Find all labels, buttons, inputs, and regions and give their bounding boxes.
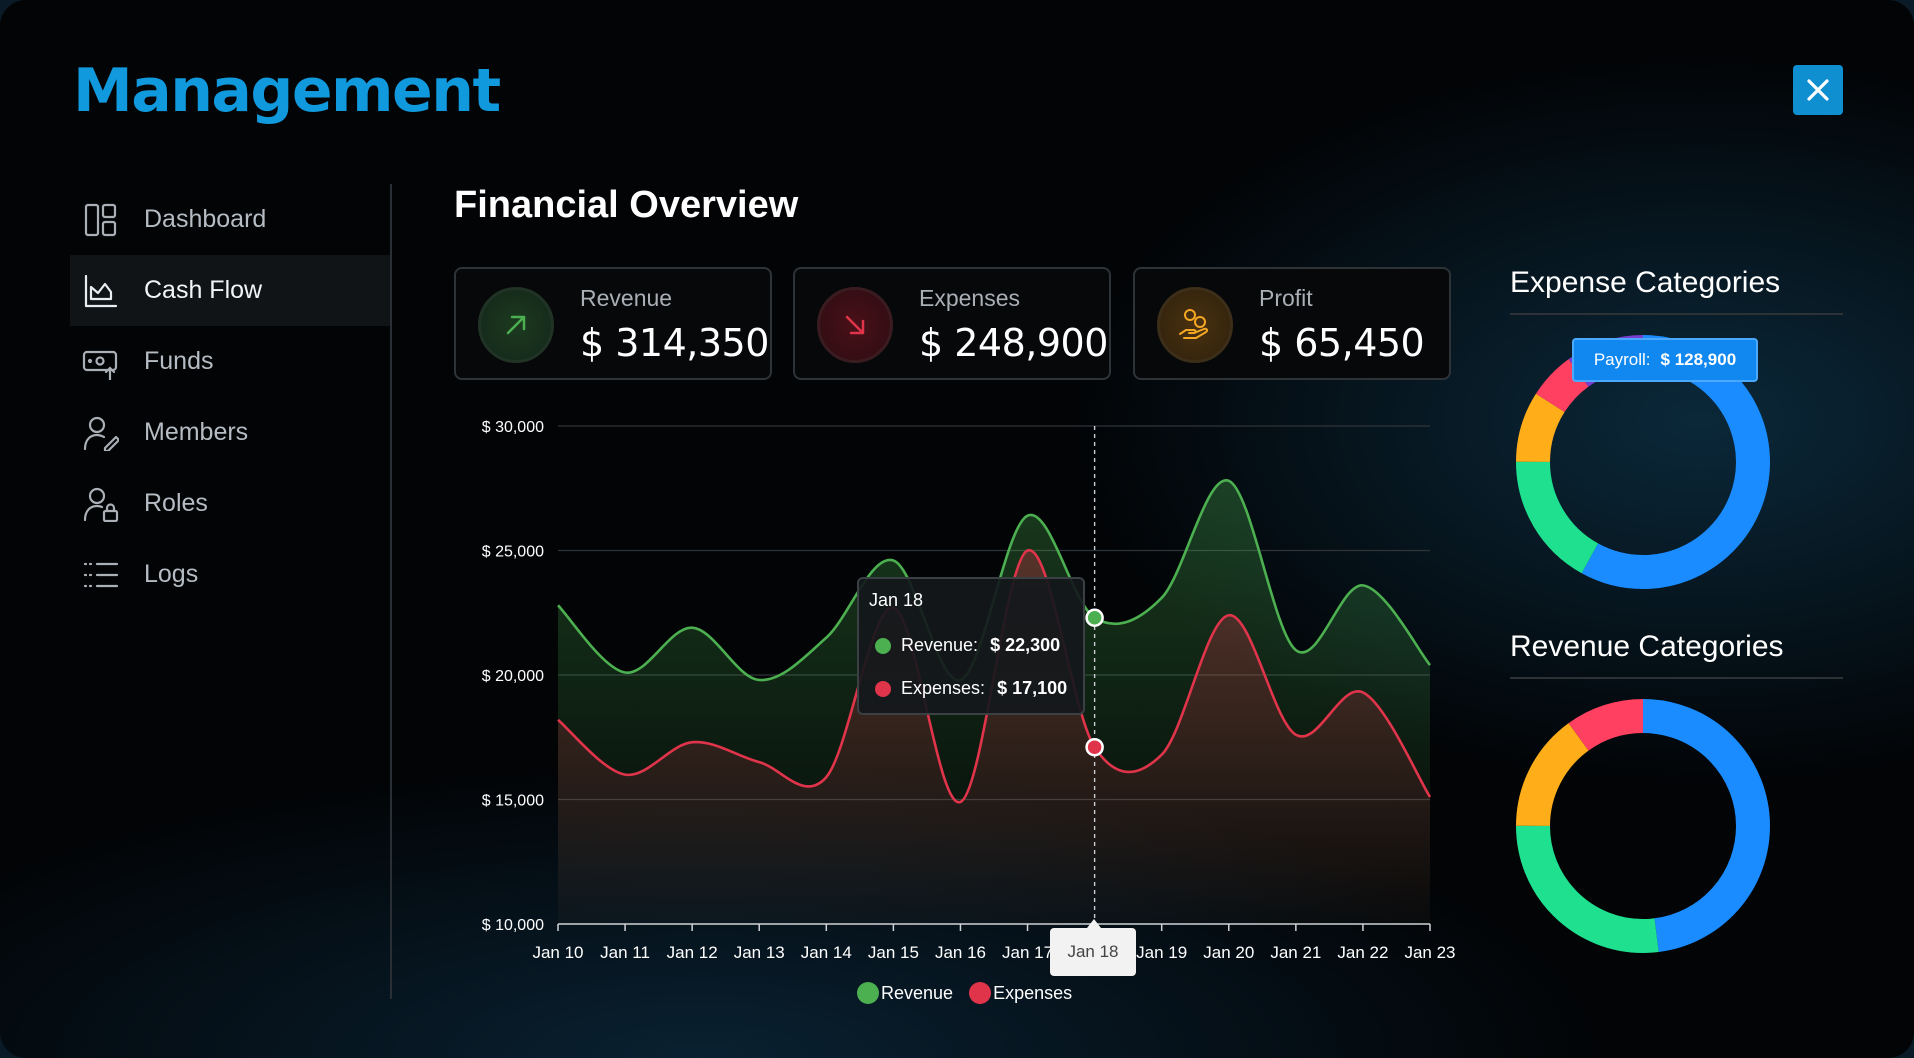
- expense-tooltip-value: $ 128,900: [1660, 350, 1737, 369]
- card-label: Revenue: [580, 285, 673, 311]
- sidebar-item-funds[interactable]: Funds: [70, 326, 390, 397]
- x-tick-label: Jan 11: [600, 943, 650, 960]
- revenue-card: Revenue $ 314,350: [454, 267, 772, 380]
- sidebar-item-roles[interactable]: Roles: [70, 468, 390, 539]
- x-tick-label: Jan 20: [1203, 943, 1254, 960]
- y-tick-label: $ 25,000: [482, 544, 544, 561]
- page-title: Financial Overview: [454, 184, 799, 226]
- legend-revenue[interactable]: Revenue: [857, 982, 953, 1004]
- expense-categories-title: Expense Categories: [1510, 266, 1781, 299]
- sidebar-item-label: Members: [144, 418, 249, 446]
- x-tick-label: Jan 21: [1270, 943, 1321, 960]
- x-tick-label: Jan 12: [667, 943, 718, 960]
- tooltip-expenses-value: $ 17,100: [997, 678, 1068, 698]
- data-point-revenue: [1085, 608, 1104, 627]
- hand-coins-icon: [1157, 287, 1233, 363]
- chart-tooltip: Jan 18 Revenue: $ 22,300 Expenses: $ 17,…: [857, 577, 1085, 715]
- close-icon: [1807, 79, 1829, 101]
- chart-icon: [82, 272, 120, 310]
- sidebar-item-label: Dashboard: [144, 205, 267, 233]
- card-value: $ 248,900: [919, 321, 1108, 365]
- x-axis-tooltip: Jan 18: [1050, 919, 1136, 976]
- expense-tooltip: Payroll: $ 128,900: [1572, 338, 1758, 382]
- legend-label: Expenses: [993, 982, 1073, 1003]
- tooltip-expenses-label: Expenses:: [901, 678, 986, 698]
- sidebar-item-dashboard[interactable]: Dashboard: [70, 184, 390, 255]
- sidebar-item-label: Roles: [144, 489, 208, 517]
- x-tick-label: Jan 13: [734, 943, 785, 960]
- revenue-donut-chart[interactable]: [1515, 698, 1771, 954]
- x-tick-label: Jan 22: [1337, 943, 1388, 960]
- data-point-expenses: [1085, 737, 1104, 757]
- arrow-down-right-icon: [817, 287, 893, 363]
- role-icon: [82, 485, 120, 523]
- x-tick-label: Jan 14: [801, 943, 852, 960]
- legend-swatch: [857, 982, 879, 1004]
- expense-segment[interactable]: [1516, 335, 1770, 589]
- series-area-expenses: [558, 550, 1430, 924]
- series-line-revenue: [557, 479, 1432, 682]
- revenue-segment[interactable]: [1516, 699, 1770, 953]
- y-tick-label: $ 15,000: [482, 793, 544, 810]
- legend-label: Revenue: [881, 982, 954, 1003]
- member-icon: [82, 414, 120, 452]
- sidebar-item-label: Cash Flow: [144, 276, 263, 304]
- card-label: Expenses: [919, 285, 1021, 311]
- revenue-segment[interactable]: [1516, 699, 1770, 953]
- card-value: $ 314,350: [580, 321, 769, 365]
- y-tick-label: $ 30,000: [482, 419, 544, 436]
- y-tick-label: $ 10,000: [482, 917, 544, 934]
- card-value: $ 65,450: [1259, 321, 1425, 365]
- expenses-card: Expenses $ 248,900: [793, 267, 1111, 380]
- x-tick-label: Jan 17: [1002, 943, 1053, 960]
- sidebar-item-label: Logs: [144, 560, 199, 588]
- app-title: Management: [73, 56, 501, 126]
- close-button[interactable]: [1793, 65, 1843, 115]
- dashboard-icon: [82, 201, 120, 239]
- sidebar-divider: [390, 184, 392, 999]
- expenses-dot: [875, 680, 891, 697]
- tooltip-date: Jan 18: [869, 590, 924, 610]
- sidebar-item-label: Funds: [144, 347, 214, 375]
- tooltip-expenses-row: Expenses: $ 17,100: [875, 678, 1067, 699]
- tooltip-revenue-row: Revenue: $ 22,300: [875, 635, 1060, 656]
- profit-card: Profit $ 65,450: [1133, 267, 1451, 380]
- tooltip-revenue-value: $ 22,300: [990, 635, 1061, 655]
- sidebar-nav: Dashboard Cash Flow Funds: [70, 184, 390, 610]
- arrow-up-right-icon: [478, 287, 554, 363]
- sidebar-item-members[interactable]: Members: [70, 397, 390, 468]
- tooltip-revenue-label: Revenue:: [901, 635, 979, 655]
- y-tick-label: $ 20,000: [482, 668, 544, 685]
- legend-swatch: [969, 982, 992, 1004]
- x-tick-label: Jan 19: [1136, 943, 1187, 960]
- panel-divider: [1510, 677, 1843, 679]
- funds-icon: [82, 343, 120, 381]
- sidebar-item-cash-flow[interactable]: Cash Flow: [70, 255, 390, 326]
- card-label: Profit: [1259, 285, 1313, 311]
- x-tick-label: Jan 10: [532, 943, 583, 960]
- sidebar-item-logs[interactable]: Logs: [70, 539, 390, 610]
- chart-legend: Revenue Expenses: [857, 982, 1088, 1004]
- expense-tooltip-label: Payroll:: [1593, 350, 1651, 369]
- x-tick-label: Jan 23: [1404, 943, 1455, 960]
- panel-divider: [1510, 313, 1843, 315]
- legend-expenses[interactable]: Expenses: [969, 982, 1072, 1004]
- list-icon: [82, 556, 120, 594]
- revenue-dot: [875, 637, 891, 654]
- revenue-categories-title: Revenue Categories: [1510, 630, 1784, 663]
- x-tick-label: Jan 16: [935, 943, 986, 960]
- x-tick-label: Jan 15: [868, 943, 919, 960]
